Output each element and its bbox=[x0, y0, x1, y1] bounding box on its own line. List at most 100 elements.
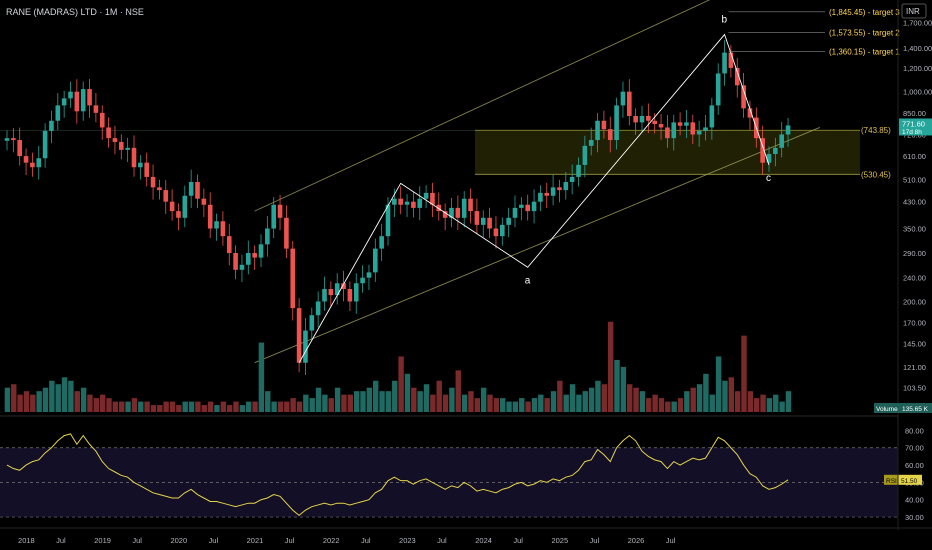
candle-body bbox=[525, 204, 530, 212]
candle-body bbox=[55, 105, 61, 121]
time-tick-label: Jul bbox=[285, 536, 295, 545]
price-tick-label: 290.00 bbox=[903, 249, 926, 258]
candle-body bbox=[36, 158, 42, 168]
candle-body bbox=[322, 289, 327, 302]
volume-bar bbox=[639, 391, 646, 412]
price-tick-label: 610.00 bbox=[903, 152, 926, 161]
candle-body bbox=[614, 105, 619, 141]
volume-bar bbox=[258, 342, 265, 412]
time-tick-label: 2020 bbox=[170, 536, 187, 545]
target-label: (1,845.45) - target 3 bbox=[829, 8, 900, 17]
candle-body bbox=[42, 130, 48, 159]
price-tick-label: 121.00 bbox=[903, 363, 926, 372]
volume-bar bbox=[366, 387, 373, 412]
volume-bar bbox=[741, 335, 747, 412]
volume-bar bbox=[385, 391, 392, 412]
candle-body bbox=[665, 127, 670, 139]
candle-body bbox=[785, 125, 791, 135]
rsi-name: RSI bbox=[886, 478, 897, 485]
volume-bar bbox=[207, 401, 214, 412]
candle-body bbox=[506, 217, 511, 225]
rsi-value-badge bbox=[898, 474, 922, 485]
time-tick-label: 2021 bbox=[247, 536, 264, 545]
volume-bar bbox=[506, 401, 512, 412]
volume-bar bbox=[99, 394, 106, 412]
currency-label: INR bbox=[906, 7, 920, 16]
volume-bar bbox=[595, 380, 601, 412]
candle-body bbox=[360, 277, 365, 284]
target-label: (1,573.55) - target 2 bbox=[829, 29, 900, 38]
candle-body bbox=[373, 248, 378, 273]
candle-body bbox=[671, 122, 677, 139]
candle-body bbox=[557, 187, 562, 191]
volume-bar bbox=[766, 398, 773, 412]
volume-bar bbox=[119, 401, 125, 412]
volume-bar bbox=[23, 391, 30, 412]
volume-bar bbox=[252, 401, 258, 412]
symbol-title: RANE (MADRAS) LTD · 1M · NSE bbox=[6, 7, 144, 17]
time-axis: 2018 Jul 2019 Jul 2020 Jul 2021 Jul 2022 Jul 2023 J… bbox=[0, 527, 932, 545]
candle-body bbox=[646, 115, 651, 121]
candle-body bbox=[207, 204, 213, 229]
countdown-label: 17d 8h bbox=[902, 129, 922, 136]
volume-bar bbox=[303, 394, 309, 412]
candle-body bbox=[277, 204, 283, 218]
volume-bar bbox=[309, 398, 315, 412]
candle-body bbox=[125, 147, 130, 150]
volume-bar bbox=[779, 401, 785, 412]
rsi-tick-label: 80.00 bbox=[905, 426, 924, 435]
volume-bar bbox=[614, 359, 620, 412]
candle-body bbox=[582, 145, 588, 165]
currency-button[interactable]: INR bbox=[901, 3, 927, 19]
volume-bar bbox=[55, 384, 61, 412]
candle-body bbox=[23, 156, 29, 163]
price-tick-label: 510.00 bbox=[903, 175, 926, 184]
candle-body bbox=[404, 201, 410, 205]
candle-body bbox=[226, 236, 232, 254]
candle-body bbox=[601, 120, 607, 130]
volume-bar bbox=[633, 387, 639, 412]
candle-body bbox=[347, 289, 353, 302]
candle-body bbox=[512, 207, 518, 218]
volume-bar bbox=[722, 380, 728, 412]
volume-bar bbox=[182, 401, 188, 412]
elliott-wave: a b c bbox=[298, 15, 771, 363]
volume-bar bbox=[379, 391, 385, 412]
volume-bar bbox=[773, 394, 779, 412]
volume-bar bbox=[74, 391, 80, 412]
zone-upper-label: (743.85) bbox=[861, 126, 891, 135]
time-tick-label: Jul bbox=[437, 536, 447, 545]
candle-body bbox=[563, 182, 569, 191]
price-tick-label: 1,400.00 bbox=[903, 44, 932, 53]
candle-body bbox=[500, 224, 505, 237]
candle-body bbox=[144, 162, 149, 177]
candle-body bbox=[258, 244, 264, 258]
candle-body bbox=[728, 52, 734, 68]
volume-bar bbox=[646, 398, 652, 412]
candle-body bbox=[169, 201, 175, 212]
volume-bar bbox=[392, 380, 398, 412]
volume-bar bbox=[601, 384, 607, 412]
candle-body bbox=[17, 140, 22, 157]
volume-bar bbox=[195, 401, 201, 412]
price-tick-label: 1,200.00 bbox=[903, 64, 932, 73]
candle-body bbox=[87, 89, 92, 106]
price-tick-label: 350.00 bbox=[903, 225, 926, 234]
volume-bar bbox=[449, 387, 455, 412]
volume-bar bbox=[550, 391, 557, 412]
candle-body bbox=[436, 204, 442, 212]
candle-body bbox=[684, 122, 689, 126]
volume-bar bbox=[519, 398, 525, 412]
candle-body bbox=[74, 91, 80, 112]
rsi-value: 51.50 bbox=[901, 478, 918, 485]
time-tick-label: 2022 bbox=[323, 536, 340, 545]
volume-bar bbox=[163, 401, 169, 412]
price-axis: 1,700.001,400.001,200.001,000.00850.0072… bbox=[874, 0, 932, 530]
volume-bar bbox=[239, 405, 246, 412]
volume-bar bbox=[80, 387, 87, 412]
price-tick-label: 1,000.00 bbox=[903, 88, 932, 97]
candle-body bbox=[163, 190, 169, 202]
time-tick-label: 2018 bbox=[18, 536, 35, 545]
